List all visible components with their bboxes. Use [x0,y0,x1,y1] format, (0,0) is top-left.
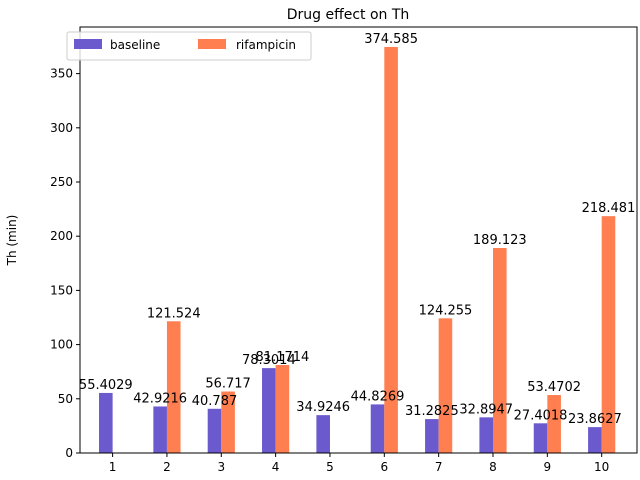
bar-rifampicin-6 [384,46,398,454]
x-tick-label-4: 4 [272,460,280,474]
legend: baseline rifampicin [66,31,312,61]
bar-baseline-5 [316,415,330,453]
bars-group [99,46,616,454]
x-tick-label-9: 9 [544,460,552,474]
value-label-rifampicin-6: 374.585 [364,32,418,47]
value-label-rifampicin-4: 81.1714 [256,350,310,365]
bar-baseline-8 [479,417,493,453]
value-label-baseline-9: 27.4018 [514,408,568,423]
legend-label-baseline: baseline [110,38,160,52]
legend-label-rifampicin: rifampicin [236,38,296,52]
y-tick-label-200: 200 [50,229,73,243]
value-label-baseline-7: 31.2825 [405,404,459,419]
x-tick-label-5: 5 [326,460,334,474]
x-tick-label-2: 2 [163,460,171,474]
legend-frame [66,31,312,61]
x-tick-label-8: 8 [489,460,497,474]
y-tick-label-150: 150 [50,283,73,297]
bar-baseline-7 [425,419,439,453]
bar-rifampicin-3 [221,391,235,453]
y-tick-label-0: 0 [65,446,73,460]
value-label-baseline-5: 34.9246 [296,400,350,415]
x-tick-label-7: 7 [435,460,443,474]
y-tick-label-300: 300 [50,121,73,135]
value-label-rifampicin-8: 189.123 [473,233,527,248]
legend-swatch-baseline [74,39,102,49]
plot-frame [79,26,638,454]
value-label-rifampicin-3: 56.717 [205,377,251,392]
value-label-baseline-3: 40.787 [192,394,238,409]
value-label-rifampicin-7: 124.255 [419,303,473,318]
value-label-baseline-1: 55.4029 [79,378,133,393]
y-tick-label-250: 250 [50,175,73,189]
x-tick-label-1: 1 [109,460,117,474]
chart-title: Drug effect on Th [287,7,410,23]
x-tick-label-6: 6 [380,460,388,474]
bar-rifampicin-8 [493,248,507,453]
bar-rifampicin-4 [275,365,290,453]
bar-baseline-4 [262,368,276,453]
value-label-baseline-8: 32.8947 [459,402,513,417]
x-tick-label-3: 3 [217,460,225,474]
bar-rifampicin-2 [166,321,181,453]
bar-baseline-10 [588,427,602,453]
y-tick-label-350: 350 [50,67,73,81]
bar-baseline-2 [153,406,167,453]
bar-rifampicin-9 [547,395,561,453]
bar-baseline-9 [533,423,548,453]
value-label-baseline-4: 78.3014 [242,353,296,368]
value-label-baseline-2: 42.9216 [133,391,187,406]
value-label-baseline-10: 23.8627 [568,412,622,427]
bar-baseline-1 [99,392,113,453]
y-axis-label: Th (min) [5,215,19,267]
bar-baseline-6 [370,404,385,453]
x-tick-label-10: 10 [594,460,609,474]
value-label-rifampicin-2: 121.524 [147,306,201,321]
bar-baseline-3 [207,408,222,453]
y-tick-label-100: 100 [50,338,73,352]
y-tick-label-50: 50 [58,392,73,406]
value-label-baseline-6: 44.8269 [351,389,405,404]
bar-rifampicin-7 [438,318,453,453]
legend-swatch-rifampicin [198,39,226,49]
bar-rifampicin-10 [601,216,616,453]
value-label-rifampicin-9: 53.4702 [527,380,581,395]
value-label-rifampicin-10: 218.481 [582,201,636,216]
